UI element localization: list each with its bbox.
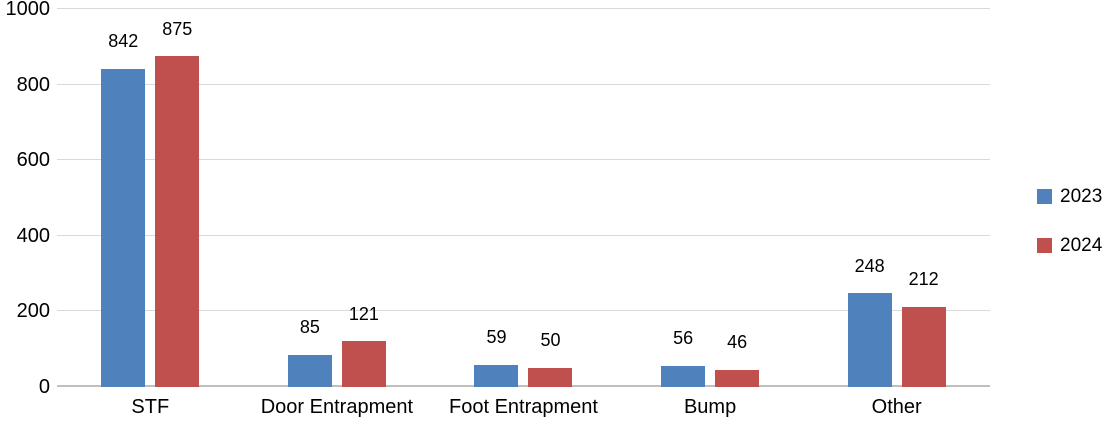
x-axis-category-label-other: Other	[871, 396, 922, 418]
bar-value-label: 842	[108, 31, 139, 52]
bar-value-label: 50	[540, 330, 561, 351]
bar-wrap: 85	[287, 317, 332, 387]
legend-item-2024: 2024	[1037, 233, 1102, 257]
x-axis: STF Door Entrapment Foot Entrapment Bump Oth…	[57, 396, 990, 419]
y-axis-tick-label: 800	[16, 73, 50, 96]
bar-value-label: 212	[908, 269, 939, 290]
bar-wrap: 248	[847, 255, 892, 387]
bar-group-bump: 56 46	[617, 9, 804, 387]
bar-2023-bump	[661, 365, 706, 387]
plot-area: 842 875 85 121 59 50 56 46 248 212	[57, 8, 990, 387]
bar-wrap: 875	[155, 18, 200, 387]
bar-2023-foot-entrapment	[474, 364, 519, 387]
bar-group-foot-entrapment: 59 50	[430, 9, 617, 387]
bar-value-label: 248	[854, 255, 885, 276]
y-axis-tick-label: 1000	[5, 0, 51, 20]
bar-value-label: 59	[486, 327, 507, 348]
y-axis-tick-label: 200	[16, 300, 50, 323]
bar-2024-foot-entrapment	[528, 368, 573, 387]
x-axis-category-label-bump: Bump	[683, 396, 737, 418]
gridline-600	[57, 159, 990, 161]
gridline-1000	[57, 8, 990, 9]
bar-wrap: 842	[101, 31, 146, 387]
bar-groups: 842 875 85 121 59 50 56 46 248 212	[57, 9, 990, 387]
bar-wrap: 56	[661, 328, 706, 387]
y-axis-tick-label: 0	[38, 376, 50, 398]
x-axis-category-label-stf: STF	[131, 396, 170, 418]
bar-wrap: 46	[715, 331, 760, 387]
legend-swatch-icon	[1037, 188, 1052, 204]
legend-label: 2024	[1060, 234, 1103, 256]
bar-group-stf: 842 875	[57, 9, 244, 387]
x-axis-category-label-door-entrapment: Door Entrapment	[260, 396, 414, 418]
bar-wrap: 212	[901, 269, 946, 387]
bar-2023-door-entrapment	[287, 354, 332, 387]
x-axis-category-label-foot-entrapment: Foot Entrapment	[449, 396, 598, 418]
bar-2023-stf	[101, 68, 146, 387]
legend: 2023 2024	[1037, 184, 1102, 257]
bar-group-door-entrapment: 85 121	[244, 9, 431, 387]
bar-wrap: 50	[528, 330, 573, 387]
bar-2024-stf	[155, 56, 200, 387]
bar-2024-door-entrapment	[341, 341, 386, 387]
gridline-800	[57, 83, 990, 85]
y-axis-tick-label: 400	[16, 224, 50, 247]
legend-label: 2023	[1060, 185, 1103, 207]
bar-wrap: 59	[474, 327, 519, 387]
bar-2024-other	[901, 306, 946, 387]
bar-value-label: 46	[727, 331, 748, 352]
bar-value-label: 121	[348, 303, 379, 324]
gridline-200	[57, 310, 990, 312]
bar-value-label: 875	[162, 18, 193, 39]
x-axis-baseline	[57, 385, 990, 387]
legend-item-2023: 2023	[1037, 184, 1102, 208]
bar-value-label: 56	[673, 328, 694, 349]
bar-2023-other	[847, 293, 892, 387]
legend-swatch-icon	[1037, 237, 1052, 253]
y-axis-tick-label: 600	[16, 149, 50, 172]
y-axis: 0 200 400 600 800 1000	[0, 0, 51, 397]
bar-wrap: 121	[341, 303, 386, 387]
bar-2024-bump	[715, 369, 760, 387]
gridline-400	[57, 234, 990, 236]
bar-value-label: 85	[299, 317, 320, 338]
bar-group-other: 248 212	[803, 9, 990, 387]
